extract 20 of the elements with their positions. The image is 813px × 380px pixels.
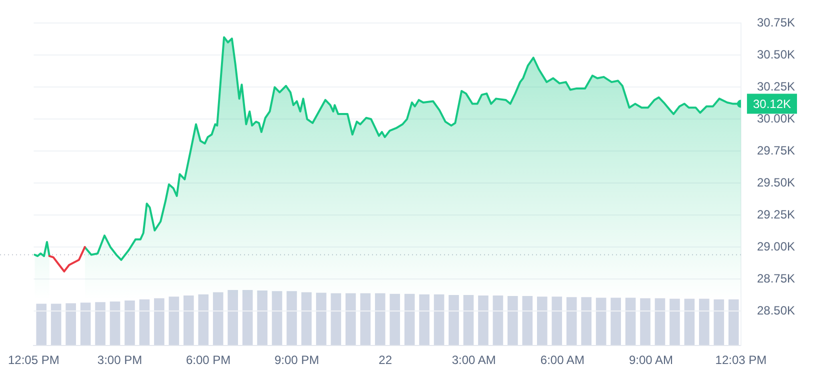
y-tick-label: 30.50K [756, 47, 796, 62]
y-tick-label: 29.25K [756, 207, 796, 222]
y-tick-label: 28.50K [756, 303, 796, 318]
x-tick-label: 9:00 PM [274, 353, 320, 368]
y-tick-label: 29.00K [756, 239, 796, 254]
y-tick-label: 28.75K [756, 271, 796, 286]
y-tick-label: 30.00K [756, 111, 796, 126]
y-tick-label: 30.25K [756, 79, 796, 94]
x-tick-label: 3:00 AM [452, 353, 496, 368]
x-tick-label: 6:00 PM [186, 353, 231, 368]
y-tick-label: 30.75K [756, 16, 796, 30]
x-tick-label: 3:00 PM [97, 353, 142, 368]
y-tick-label: 29.75K [756, 143, 796, 158]
y-tick-label: 29.50K [756, 175, 796, 190]
text: 30.12K [752, 97, 792, 112]
x-tick-label: 6:00 AM [540, 353, 584, 368]
x-tick-label: 9:00 AM [628, 353, 673, 368]
x-tick-label: 12:05 PM [8, 353, 60, 368]
x-tick-label: 12:03 PM [715, 353, 767, 368]
x-tick-label: 22 [378, 353, 392, 368]
